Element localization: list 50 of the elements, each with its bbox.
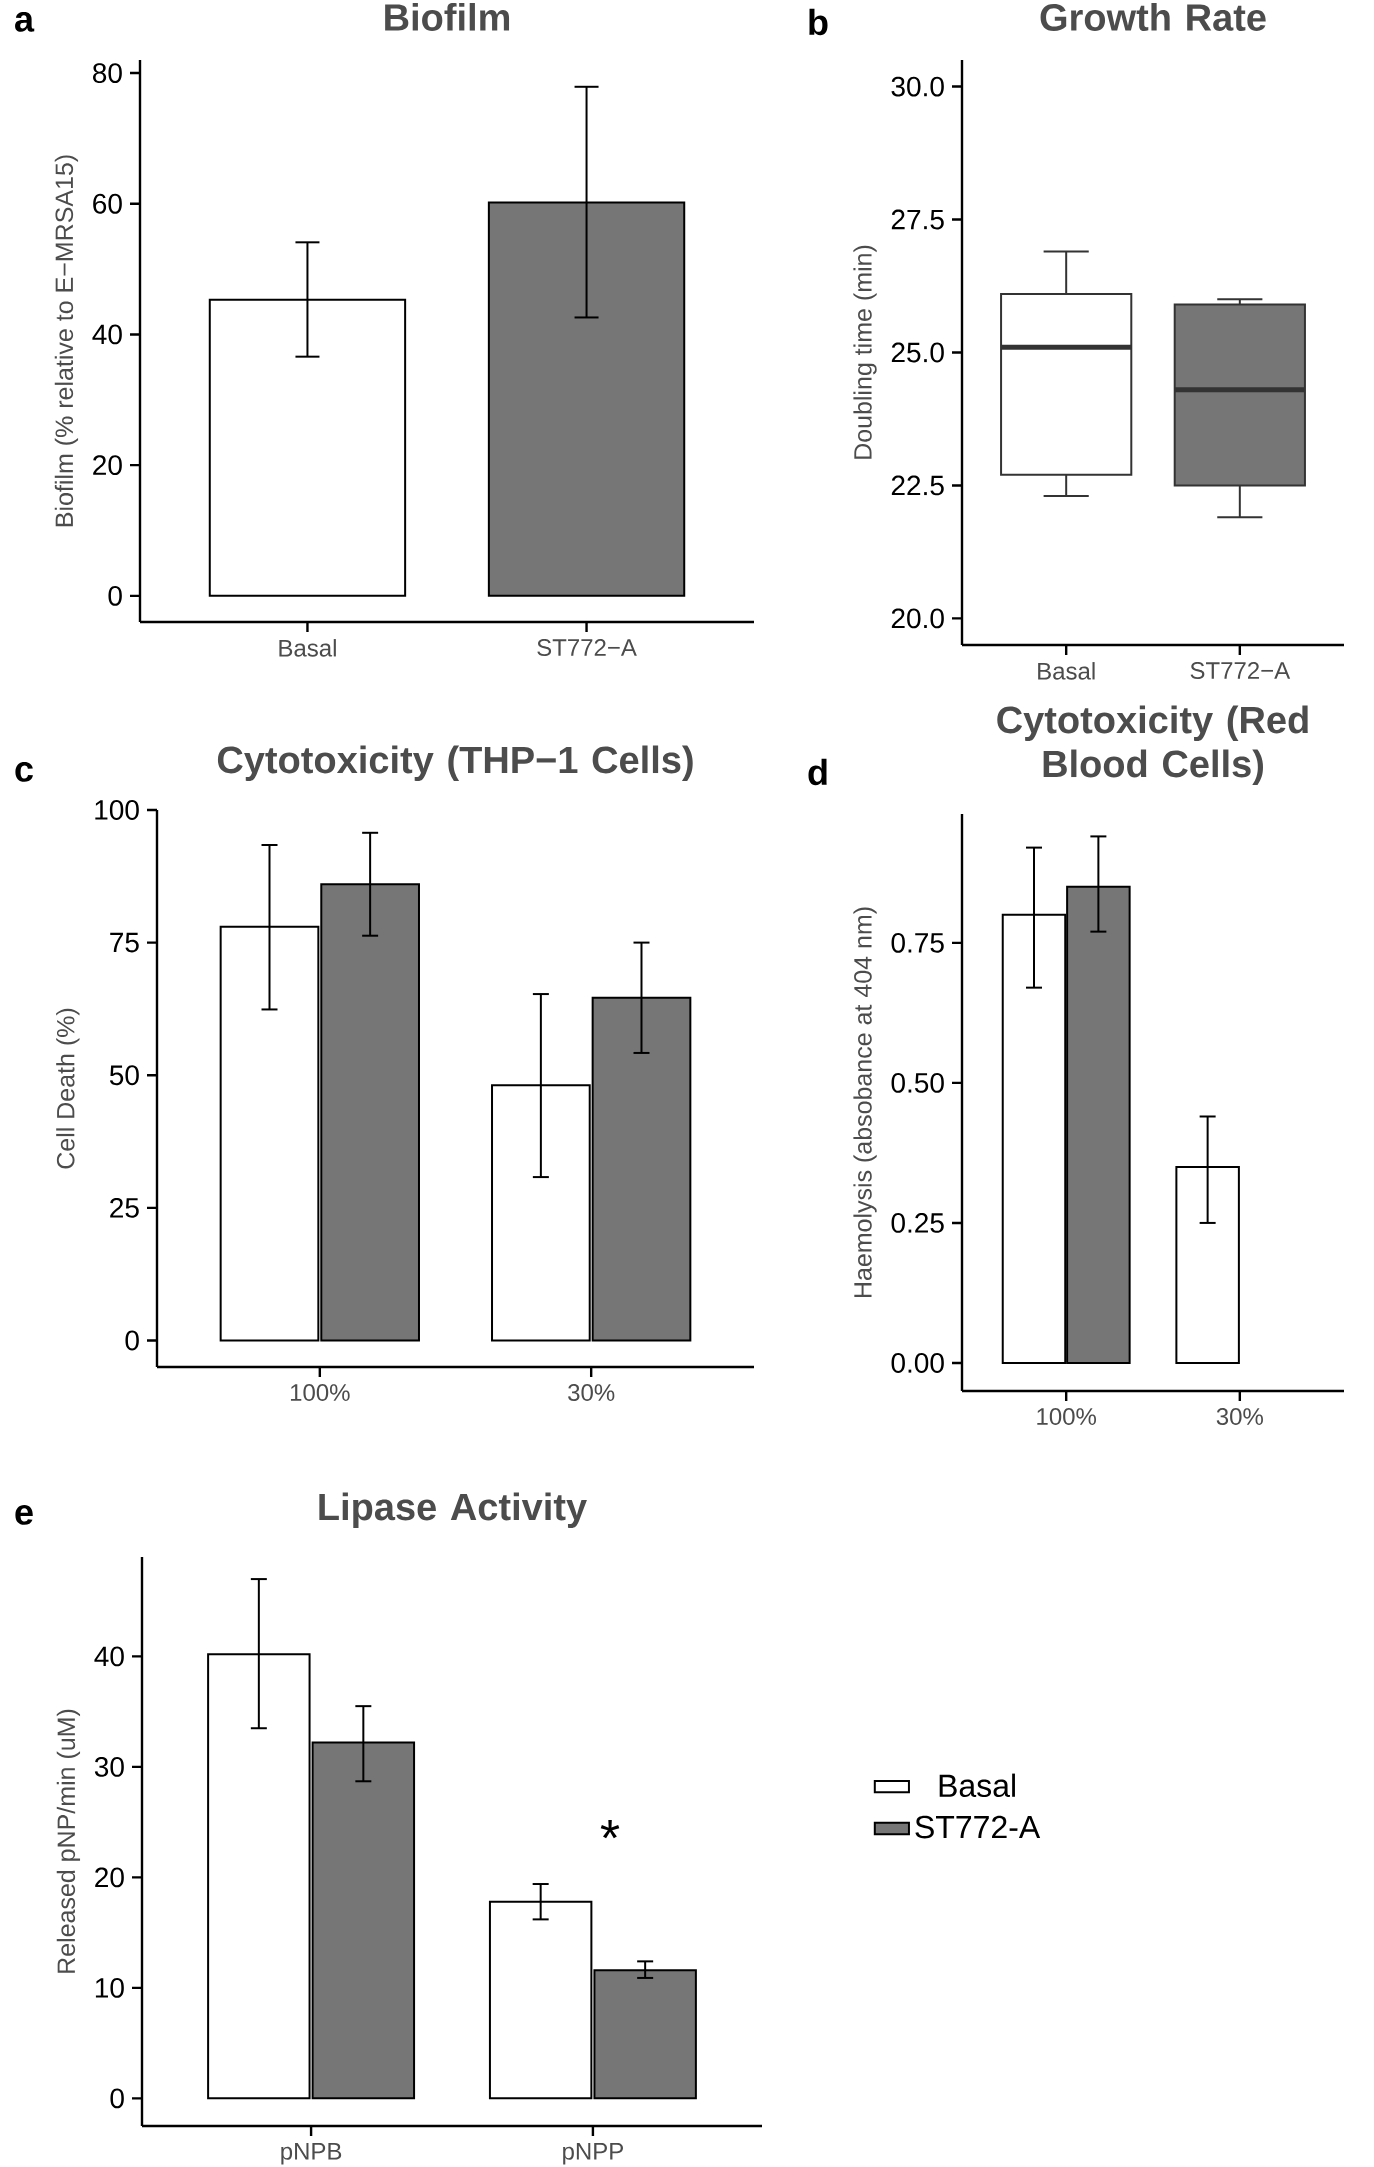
y-tick-label: 10 <box>95 1977 124 1998</box>
x-tick-label: 100% <box>1037 1408 1097 1426</box>
chart-title: Cytotoxicity (THP−1 Cells) <box>217 745 693 781</box>
y-tick-label: 0.50 <box>891 1072 944 1093</box>
text: c <box>15 762 33 782</box>
x-tick-label: 30% <box>1216 1408 1263 1426</box>
chart-title: Growth Rate <box>1040 3 1266 31</box>
x-tick-label: ST772−A <box>537 639 637 657</box>
y-tick-label: 0.00 <box>891 1353 944 1373</box>
y-tick-label: 40 <box>94 1646 124 1667</box>
y-tick-label: 22.5 <box>891 475 944 496</box>
x-tick-label: pNPP <box>563 2143 623 2165</box>
y-tick-label: 27.5 <box>891 209 944 230</box>
x-tick-label: ST772−A <box>1190 662 1291 680</box>
y-tick-label: 60 <box>93 193 122 214</box>
y-tick-label: 20 <box>93 455 122 476</box>
y-axis-title: Haemolysis (absobance at 404 nm) <box>853 907 877 1298</box>
y-tick-label: 25.0 <box>891 342 944 363</box>
y-tick-label: 20.0 <box>891 608 944 629</box>
chart-title: Biofilm <box>385 3 510 31</box>
chart-title: Cytotoxicity (Red Blood Cells) <box>997 705 1308 785</box>
text: d <box>808 758 827 786</box>
y-tick-label: 75 <box>110 932 139 953</box>
annotation: * <box>600 1820 620 1839</box>
legend-label: Basal <box>939 1773 1015 1798</box>
x-tick-label: 30% <box>568 1384 615 1402</box>
x-tick-label: pNPB <box>281 2143 342 2165</box>
text: a <box>15 12 35 32</box>
y-tick-label: 30 <box>94 1756 124 1777</box>
y-tick-label: 0 <box>108 585 122 606</box>
y-tick-label: 0.25 <box>891 1213 944 1233</box>
y-tick-label: 30.0 <box>891 76 944 97</box>
y-tick-label: 25 <box>110 1197 139 1218</box>
y-axis-title: Biofilm (% relative to E−MRSA15) <box>54 155 79 527</box>
legend-label: ST772-A <box>915 1815 1041 1839</box>
y-tick-label: 20 <box>95 1867 124 1888</box>
text: e <box>15 1505 33 1525</box>
text: b <box>809 8 828 36</box>
y-axis-title: Released pNP/min (uM) <box>56 1709 81 1973</box>
chart-title: Lipase Activity <box>319 1492 587 1528</box>
y-tick-label: 80 <box>93 63 122 83</box>
y-tick-label: 40 <box>92 324 122 345</box>
y-tick-label: 0.75 <box>891 932 944 953</box>
x-tick-label: 100% <box>290 1384 350 1402</box>
y-tick-label: 0 <box>125 1330 139 1351</box>
y-axis-title: Cell Death (%) <box>56 1008 80 1169</box>
y-tick-label: 50 <box>109 1065 139 1086</box>
y-tick-label: 0 <box>110 2088 124 2109</box>
y-tick-label: 100 <box>95 800 139 820</box>
y-axis-title: Doubling time (min) <box>853 245 877 459</box>
